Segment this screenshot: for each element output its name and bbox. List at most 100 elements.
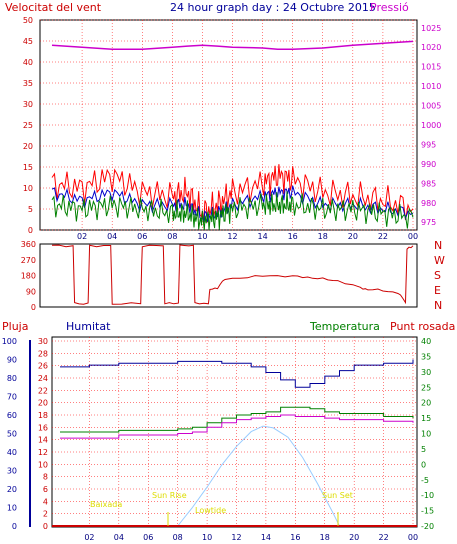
- rain-tick-label: 6: [43, 485, 48, 494]
- temperature-tick-label: -5: [421, 476, 429, 485]
- rain-tick-label: 30: [38, 337, 48, 346]
- wind-tick-label: 30: [23, 100, 33, 109]
- time-tick-label: 22: [378, 232, 388, 241]
- humidity-tick-label: 30: [7, 467, 17, 476]
- humidity-tick-label: 40: [7, 448, 17, 457]
- humidity-tick-label: 80: [7, 374, 17, 383]
- time-tick-label: 00: [408, 232, 418, 241]
- rain-tick-label: 18: [38, 411, 48, 420]
- humidity-tick-label: 100: [2, 337, 17, 346]
- rain-tick-label: 28: [38, 349, 48, 358]
- rain-tick-label: 16: [38, 423, 48, 432]
- wind-tick-label: 35: [23, 79, 33, 88]
- temperature-tick-label: 35: [421, 352, 431, 361]
- time-tick-label: 16: [290, 533, 300, 542]
- twilight-annotation: Baixada: [90, 500, 122, 509]
- time-tick-label: 12: [227, 232, 237, 241]
- noon-annotation: Lowtide: [195, 506, 226, 515]
- dewpoint-series-line: [60, 414, 414, 439]
- pressure-tick-label: 985: [421, 179, 436, 188]
- compass-label: W: [434, 254, 445, 267]
- pressure-tick-label: 995: [421, 140, 436, 149]
- wind-tick-label: 15: [23, 163, 33, 172]
- pressure-tick-label: 1020: [421, 43, 441, 52]
- direction-tick-label: 270: [21, 256, 36, 265]
- sunset-annotation: Sun Set: [322, 491, 353, 500]
- temperature-tick-label: 25: [421, 383, 431, 392]
- sunrise-annotation: Sun Rise: [152, 491, 187, 500]
- wind-tick-label: 10: [23, 184, 33, 193]
- pressure-tick-label: 1005: [421, 102, 441, 111]
- wind-tick-label: 45: [23, 37, 33, 46]
- temperature-tick-label: 20: [421, 399, 431, 408]
- rain-tick-label: 10: [38, 460, 48, 469]
- time-tick-label: 10: [202, 533, 212, 542]
- temperature-tick-label: 15: [421, 414, 431, 423]
- humidity-tick-label: 50: [7, 430, 17, 439]
- temperature-tick-label: 0: [421, 460, 426, 469]
- direction-tick-label: 0: [31, 303, 36, 312]
- time-tick-label: 06: [143, 533, 153, 542]
- temperature-tick-label: -10: [421, 491, 434, 500]
- temperature-tick-label: -20: [421, 522, 434, 531]
- pressure-tick-label: 980: [421, 199, 436, 208]
- humidity-tick-label: 10: [7, 504, 17, 513]
- pressure-tick-label: 1015: [421, 63, 441, 72]
- wind-tick-label: 25: [23, 121, 33, 130]
- pressure-tick-label: 990: [421, 160, 436, 169]
- time-tick-label: 02: [77, 232, 87, 241]
- rain-tick-label: 26: [38, 362, 48, 371]
- pressure-tick-label: 1010: [421, 82, 441, 91]
- pressure-tick-label: 1000: [421, 121, 441, 130]
- time-tick-label: 14: [261, 533, 271, 542]
- rain-tick-label: 20: [38, 399, 48, 408]
- rain-tick-label: 8: [43, 473, 48, 482]
- pressure-tick-label: 1025: [421, 24, 441, 33]
- humidity-tick-label: 90: [7, 356, 17, 365]
- compass-label: N: [434, 299, 442, 312]
- time-tick-label: 00: [408, 533, 418, 542]
- humidity-axis-label: Humitat: [66, 320, 111, 333]
- wind-direction-series-line: [51, 244, 414, 305]
- wind-gust-series-line: [51, 164, 414, 224]
- rain-tick-label: 2: [43, 510, 48, 519]
- temperature-tick-label: 10: [421, 430, 431, 439]
- pressure-tick-label: 975: [421, 218, 436, 227]
- direction-tick-label: 360: [21, 240, 36, 249]
- solar-radiation-curve: [177, 425, 340, 527]
- wind-tick-label: 20: [23, 142, 33, 151]
- temperature-tick-label: 30: [421, 368, 431, 377]
- rain-tick-label: 12: [38, 448, 48, 457]
- wind-tick-label: 40: [23, 58, 33, 67]
- time-tick-label: 12: [231, 533, 241, 542]
- compass-label: E: [434, 284, 441, 297]
- temperature-tick-label: 5: [421, 445, 426, 454]
- pressure-series-line: [51, 40, 414, 50]
- direction-tick-label: 90: [26, 287, 36, 296]
- direction-tick-label: 180: [21, 272, 36, 281]
- wind-tick-label: 0: [28, 226, 33, 235]
- time-tick-label: 08: [173, 533, 183, 542]
- time-tick-label: 04: [107, 232, 117, 241]
- time-tick-label: 02: [84, 533, 94, 542]
- wind-tick-label: 5: [28, 205, 33, 214]
- rain-tick-label: 22: [38, 386, 48, 395]
- time-tick-label: 20: [348, 232, 358, 241]
- temperature-series-line: [60, 406, 414, 433]
- temperature-axis-label: Temperatura: [309, 320, 380, 333]
- time-tick-label: 06: [137, 232, 147, 241]
- rain-tick-label: 4: [43, 497, 48, 506]
- time-tick-label: 20: [349, 533, 359, 542]
- temperature-tick-label: 40: [421, 337, 431, 346]
- humidity-tick-label: 70: [7, 393, 17, 402]
- time-tick-label: 18: [318, 232, 328, 241]
- temperature-tick-label: -15: [421, 507, 434, 516]
- humidity-tick-label: 60: [7, 411, 17, 420]
- wind-speed-series-line: [51, 191, 414, 231]
- rain-axis-label: Pluja: [2, 320, 28, 333]
- rain-tick-label: 14: [38, 436, 48, 445]
